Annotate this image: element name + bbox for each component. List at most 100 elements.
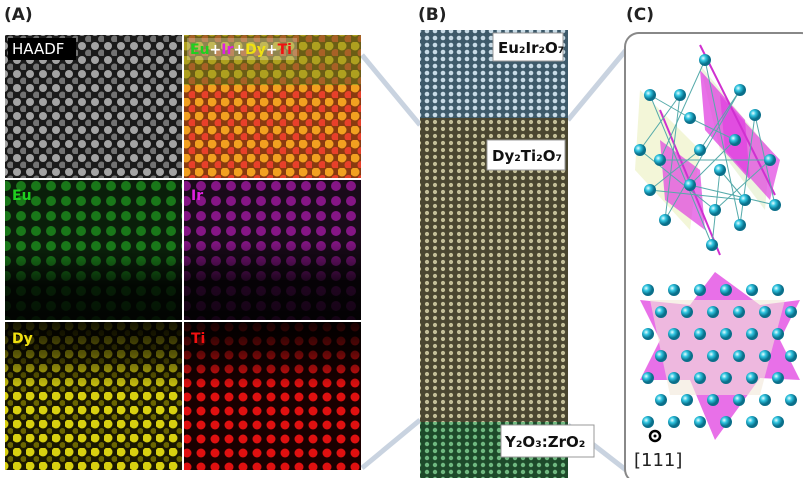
atom [746, 284, 758, 296]
bond [664, 94, 681, 221]
atom [769, 199, 781, 211]
overlay-part: Ir [221, 42, 233, 58]
atom [655, 306, 667, 318]
atom [733, 350, 745, 362]
overlay-part: + [266, 42, 278, 58]
atom [681, 394, 693, 406]
bond [649, 94, 713, 246]
atom [714, 164, 726, 176]
bond [689, 139, 736, 186]
atom [634, 144, 646, 156]
atom [681, 350, 693, 362]
atom [668, 328, 680, 340]
overlay-label: Eu+Ir+Dy+Ti [190, 42, 292, 58]
atom [764, 154, 776, 166]
map-label: Ir [191, 188, 203, 204]
atom [772, 284, 784, 296]
atom [734, 219, 746, 231]
atom [668, 372, 680, 384]
map-label: Eu [12, 188, 32, 204]
atom [759, 394, 771, 406]
atom [785, 394, 797, 406]
atom [654, 154, 666, 166]
bond [739, 114, 756, 226]
bond [649, 189, 746, 201]
atom [720, 328, 732, 340]
bond [719, 169, 746, 201]
layer-box [486, 139, 566, 171]
bond [689, 184, 776, 206]
bond [714, 159, 771, 211]
direction-label: [111] [634, 450, 682, 471]
atom [642, 372, 654, 384]
atom [749, 109, 761, 121]
atom [694, 372, 706, 384]
atom [681, 306, 693, 318]
atom [644, 184, 656, 196]
layer-label: Eu₂Ir₂O₇ [498, 39, 564, 57]
panel-label: (A) [4, 5, 33, 25]
atom [729, 134, 741, 146]
atom [734, 84, 746, 96]
crystal-structure [634, 44, 800, 443]
panel-label: (B) [418, 5, 447, 25]
atom [707, 350, 719, 362]
bond [659, 59, 706, 161]
layer-box [500, 424, 595, 458]
atom [694, 328, 706, 340]
atom [684, 179, 696, 191]
atom [746, 328, 758, 340]
atom [739, 194, 751, 206]
bond [639, 149, 716, 211]
bond [649, 94, 691, 119]
overlay-part: Ti [278, 42, 292, 58]
atom [720, 284, 732, 296]
atom [655, 350, 667, 362]
overlay-part: + [233, 42, 245, 58]
layer-box [492, 32, 564, 62]
atom [746, 416, 758, 428]
bond [649, 149, 701, 191]
atom [684, 112, 696, 124]
bond [689, 117, 736, 141]
atom [707, 306, 719, 318]
label-bg [187, 38, 297, 60]
bond [704, 59, 741, 226]
overlay-part: + [210, 42, 222, 58]
atom [706, 239, 718, 251]
panel-a-images [5, 35, 361, 470]
atom [642, 328, 654, 340]
atom [659, 214, 671, 226]
atom [674, 89, 686, 101]
atom [733, 306, 745, 318]
atom [785, 350, 797, 362]
atom [733, 394, 745, 406]
layer-label: Y₂O₃:ZrO₂ [504, 433, 585, 451]
atom [694, 416, 706, 428]
atom [772, 328, 784, 340]
atom [644, 89, 656, 101]
atom [746, 372, 758, 384]
atom [694, 144, 706, 156]
atom [668, 416, 680, 428]
atom [720, 372, 732, 384]
layer-label: Dy₂Ti₂O₇ [492, 147, 562, 165]
atom [642, 284, 654, 296]
atom [759, 306, 771, 318]
label-bg [8, 38, 76, 60]
atom [772, 416, 784, 428]
atom [694, 284, 706, 296]
atom [699, 54, 711, 66]
bond [699, 89, 741, 151]
map-label: Ti [191, 331, 205, 347]
bond [639, 94, 681, 151]
panel-label: (C) [626, 5, 654, 25]
panel-b-image [420, 30, 568, 478]
atom [785, 306, 797, 318]
atom [709, 204, 721, 216]
atom [655, 394, 667, 406]
overlay-part: Dy [245, 42, 266, 58]
atom [707, 394, 719, 406]
map-label: Dy [12, 331, 33, 347]
